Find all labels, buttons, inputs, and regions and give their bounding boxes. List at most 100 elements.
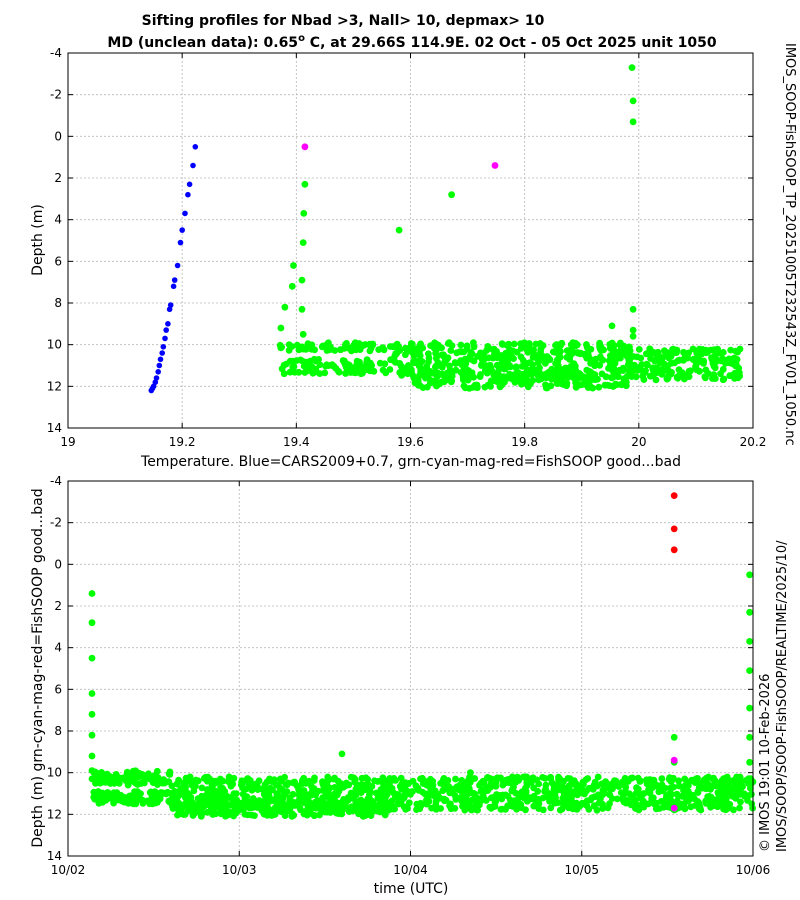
data-point bbox=[681, 790, 689, 798]
data-point bbox=[163, 327, 169, 333]
data-point bbox=[506, 347, 514, 354]
top-panel-ticks: 19 19.2 19.4 19.6 19.8 20 20.2 -4 -2 0 2 4 6 8 10 12 14 bbox=[47, 46, 767, 449]
data-point bbox=[185, 191, 191, 198]
data-point bbox=[312, 357, 320, 365]
data-point bbox=[701, 776, 708, 784]
data-point bbox=[630, 353, 637, 360]
data-point bbox=[561, 794, 569, 802]
data-point bbox=[419, 384, 427, 391]
data-point bbox=[96, 796, 104, 804]
data-point bbox=[670, 783, 677, 791]
data-point bbox=[610, 781, 618, 789]
data-point bbox=[88, 752, 96, 760]
data-point bbox=[334, 791, 341, 799]
data-point bbox=[393, 340, 401, 348]
data-point bbox=[323, 801, 331, 808]
data-point bbox=[702, 797, 709, 805]
data-point bbox=[217, 783, 225, 791]
data-point bbox=[673, 346, 680, 354]
data-point bbox=[153, 790, 161, 798]
data-point bbox=[526, 794, 533, 802]
data-point bbox=[285, 341, 293, 348]
data-point bbox=[700, 783, 707, 790]
data-point bbox=[629, 97, 637, 105]
data-point bbox=[340, 357, 348, 365]
data-point bbox=[599, 805, 606, 812]
data-point bbox=[670, 756, 678, 764]
data-point bbox=[166, 306, 173, 313]
data-point bbox=[439, 787, 447, 795]
data-point bbox=[542, 374, 550, 382]
data-point bbox=[745, 780, 752, 787]
data-point bbox=[499, 791, 507, 799]
data-point bbox=[425, 350, 432, 358]
data-point bbox=[181, 803, 189, 811]
data-point bbox=[413, 800, 421, 808]
data-point bbox=[406, 344, 414, 351]
data-point bbox=[721, 779, 729, 787]
data-point bbox=[602, 778, 609, 785]
data-point bbox=[178, 810, 186, 818]
data-point bbox=[398, 785, 406, 793]
y-tick-label: 2 bbox=[54, 171, 62, 185]
data-point bbox=[656, 805, 663, 812]
data-point bbox=[709, 775, 717, 783]
data-point bbox=[281, 303, 289, 311]
data-point bbox=[418, 358, 426, 366]
data-point bbox=[88, 590, 96, 597]
data-point bbox=[446, 362, 453, 370]
data-point bbox=[428, 804, 435, 812]
data-point bbox=[155, 369, 161, 375]
data-point bbox=[637, 354, 645, 362]
y-tick-label: 10 bbox=[47, 766, 62, 780]
data-point bbox=[441, 797, 448, 805]
data-point bbox=[689, 791, 696, 799]
data-point bbox=[397, 774, 405, 782]
data-point bbox=[288, 282, 296, 290]
data-point bbox=[284, 779, 292, 787]
data-point bbox=[170, 283, 177, 290]
data-point bbox=[445, 783, 453, 790]
data-point bbox=[125, 792, 133, 800]
data-point bbox=[422, 790, 429, 798]
data-point bbox=[230, 798, 238, 806]
data-point bbox=[404, 804, 411, 812]
data-point bbox=[356, 358, 363, 366]
data-point bbox=[461, 806, 469, 814]
data-point bbox=[535, 780, 543, 788]
data-point bbox=[558, 370, 566, 378]
data-point bbox=[307, 810, 315, 817]
y-tick-label: 0 bbox=[54, 557, 62, 571]
data-point bbox=[133, 790, 141, 798]
data-point bbox=[447, 805, 455, 813]
data-point bbox=[730, 806, 737, 814]
data-point bbox=[689, 356, 697, 363]
data-point bbox=[381, 811, 389, 819]
data-point bbox=[162, 790, 170, 798]
data-point bbox=[547, 804, 555, 812]
data-point bbox=[361, 341, 369, 348]
data-point bbox=[576, 802, 583, 810]
data-point bbox=[635, 346, 643, 353]
data-point bbox=[646, 345, 654, 353]
data-point bbox=[255, 799, 263, 807]
data-point bbox=[681, 775, 689, 783]
data-point bbox=[736, 369, 743, 377]
data-point bbox=[406, 367, 414, 375]
data-point bbox=[659, 787, 667, 795]
data-point bbox=[379, 344, 387, 352]
data-point bbox=[525, 342, 533, 349]
time-depth-panel: 10/02 10/03 10/04 10/05 10/06 -4 -2 0 2 4 6 8 10 12 14… bbox=[30, 474, 770, 897]
data-point bbox=[273, 781, 280, 788]
data-point bbox=[534, 366, 542, 374]
data-point bbox=[218, 792, 226, 800]
data-point bbox=[732, 360, 740, 368]
data-point bbox=[670, 525, 678, 533]
data-point bbox=[198, 784, 206, 792]
data-point bbox=[420, 366, 428, 373]
data-point bbox=[710, 346, 718, 354]
data-point bbox=[489, 354, 497, 362]
data-point bbox=[442, 377, 449, 384]
data-point bbox=[670, 804, 678, 812]
data-point bbox=[258, 807, 266, 814]
